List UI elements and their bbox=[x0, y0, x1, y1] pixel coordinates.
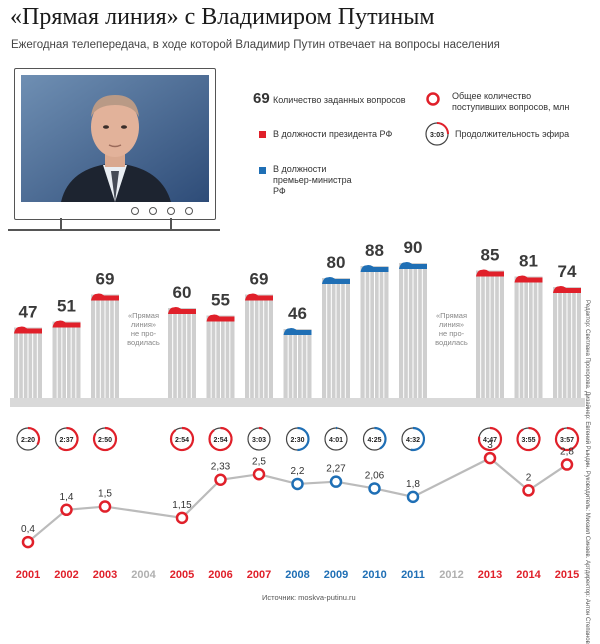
total-point bbox=[293, 479, 303, 489]
total-value-label: 2,27 bbox=[326, 464, 346, 475]
duration-clock-icon: 2:37 bbox=[56, 428, 78, 450]
question-bar bbox=[361, 265, 389, 398]
bar-value-label: 85 bbox=[481, 246, 500, 265]
question-bar bbox=[14, 327, 42, 398]
year-label: 2003 bbox=[93, 569, 117, 581]
total-value-label: 2,5 bbox=[252, 456, 266, 467]
total-value-label: 0,4 bbox=[21, 524, 35, 535]
total-point bbox=[216, 475, 226, 485]
total-value-label: 2,8 bbox=[560, 447, 574, 458]
year-label: 2005 bbox=[170, 569, 194, 581]
duration-clock-icon: 2:54 bbox=[171, 428, 193, 450]
total-point bbox=[524, 485, 534, 495]
bar-value-label: 88 bbox=[365, 241, 384, 260]
year-label: 2009 bbox=[324, 569, 348, 581]
total-value-label: 2 bbox=[526, 472, 532, 483]
question-bar bbox=[168, 307, 196, 398]
total-point bbox=[254, 469, 264, 479]
total-point bbox=[177, 513, 187, 523]
duration-label: 3:57 bbox=[560, 437, 574, 444]
duration-clock-icon: 2:20 bbox=[17, 428, 39, 450]
question-bar bbox=[553, 286, 581, 398]
year-label: 2004 bbox=[131, 569, 156, 581]
total-point bbox=[62, 505, 72, 515]
duration-label: 4:32 bbox=[406, 437, 420, 444]
duration-label: 2:37 bbox=[59, 437, 73, 444]
total-point bbox=[370, 483, 380, 493]
total-point bbox=[408, 492, 418, 502]
duration-label: 2:30 bbox=[290, 437, 304, 444]
bar-base-shelf bbox=[10, 398, 585, 407]
total-value-label: 2,33 bbox=[211, 462, 231, 473]
bar-value-label: 51 bbox=[57, 297, 76, 316]
duration-label: 3:55 bbox=[521, 437, 535, 444]
bar-value-label: 74 bbox=[558, 262, 577, 281]
duration-label: 2:20 bbox=[21, 437, 35, 444]
bar-value-label: 55 bbox=[211, 291, 230, 310]
question-bar bbox=[322, 277, 350, 398]
duration-label: 4:01 bbox=[329, 437, 343, 444]
question-bar bbox=[91, 294, 119, 398]
credits-note: Редактор: Светлана Прохорова. Дизайнер: … bbox=[584, 300, 590, 644]
duration-clock-icon: 3:55 bbox=[518, 428, 540, 450]
year-label: 2014 bbox=[516, 569, 541, 581]
duration-label: 3:03 bbox=[252, 437, 266, 444]
total-value-label: 1,15 bbox=[172, 500, 192, 511]
question-bar bbox=[207, 315, 235, 398]
bar-value-label: 69 bbox=[96, 270, 115, 289]
total-point bbox=[23, 537, 33, 547]
duration-label: 4:25 bbox=[367, 437, 381, 444]
question-bar bbox=[399, 262, 427, 398]
total-point bbox=[562, 460, 572, 470]
duration-label: 2:50 bbox=[98, 437, 112, 444]
duration-label: 2:54 bbox=[213, 437, 227, 444]
year-label: 2011 bbox=[401, 569, 425, 581]
year-label: 2008 bbox=[285, 569, 309, 581]
question-bar bbox=[53, 321, 81, 398]
year-label: 2002 bbox=[54, 569, 78, 581]
duration-clock-icon: 2:54 bbox=[210, 428, 232, 450]
year-label: 2007 bbox=[247, 569, 271, 581]
total-point bbox=[100, 502, 110, 512]
total-point bbox=[485, 453, 495, 463]
year-label: 2001 bbox=[16, 569, 40, 581]
duration-clock-icon: 3:03 bbox=[248, 428, 270, 450]
year-label: 2006 bbox=[208, 569, 232, 581]
total-value-label: 1,8 bbox=[406, 479, 420, 490]
bar-value-label: 46 bbox=[288, 304, 307, 323]
bar-value-label: 69 bbox=[250, 270, 269, 289]
total-value-label: 2,06 bbox=[365, 470, 385, 481]
question-bar bbox=[284, 328, 312, 398]
total-value-label: 2,2 bbox=[291, 466, 305, 477]
year-label: 2015 bbox=[555, 569, 579, 581]
duration-clock-icon: 2:50 bbox=[94, 428, 116, 450]
total-point bbox=[331, 477, 341, 487]
total-value-label: 3 bbox=[487, 440, 493, 451]
duration-clock-icon: 4:01 bbox=[325, 428, 347, 450]
year-label: 2012 bbox=[439, 569, 463, 581]
total-value-label: 1,4 bbox=[60, 492, 74, 503]
bar-value-label: 60 bbox=[173, 283, 192, 302]
duration-clock-icon: 2:30 bbox=[287, 428, 309, 450]
total-value-label: 1,5 bbox=[98, 489, 112, 500]
bar-value-label: 47 bbox=[19, 303, 38, 322]
question-bar bbox=[476, 270, 504, 398]
clock-arc bbox=[259, 428, 262, 429]
duration-label: 2:54 bbox=[175, 437, 189, 444]
bar-value-label: 80 bbox=[327, 253, 346, 272]
duration-clock-icon: 4:32 bbox=[402, 428, 424, 450]
year-label: 2013 bbox=[478, 569, 502, 581]
question-bar bbox=[515, 276, 543, 398]
question-bar bbox=[245, 294, 273, 398]
bar-value-label: 81 bbox=[519, 252, 538, 271]
source-note: Источник: moskva-putinu.ru bbox=[262, 593, 356, 602]
bar-value-label: 90 bbox=[404, 238, 423, 257]
year-label: 2010 bbox=[362, 569, 386, 581]
duration-clock-icon: 4:25 bbox=[364, 428, 386, 450]
